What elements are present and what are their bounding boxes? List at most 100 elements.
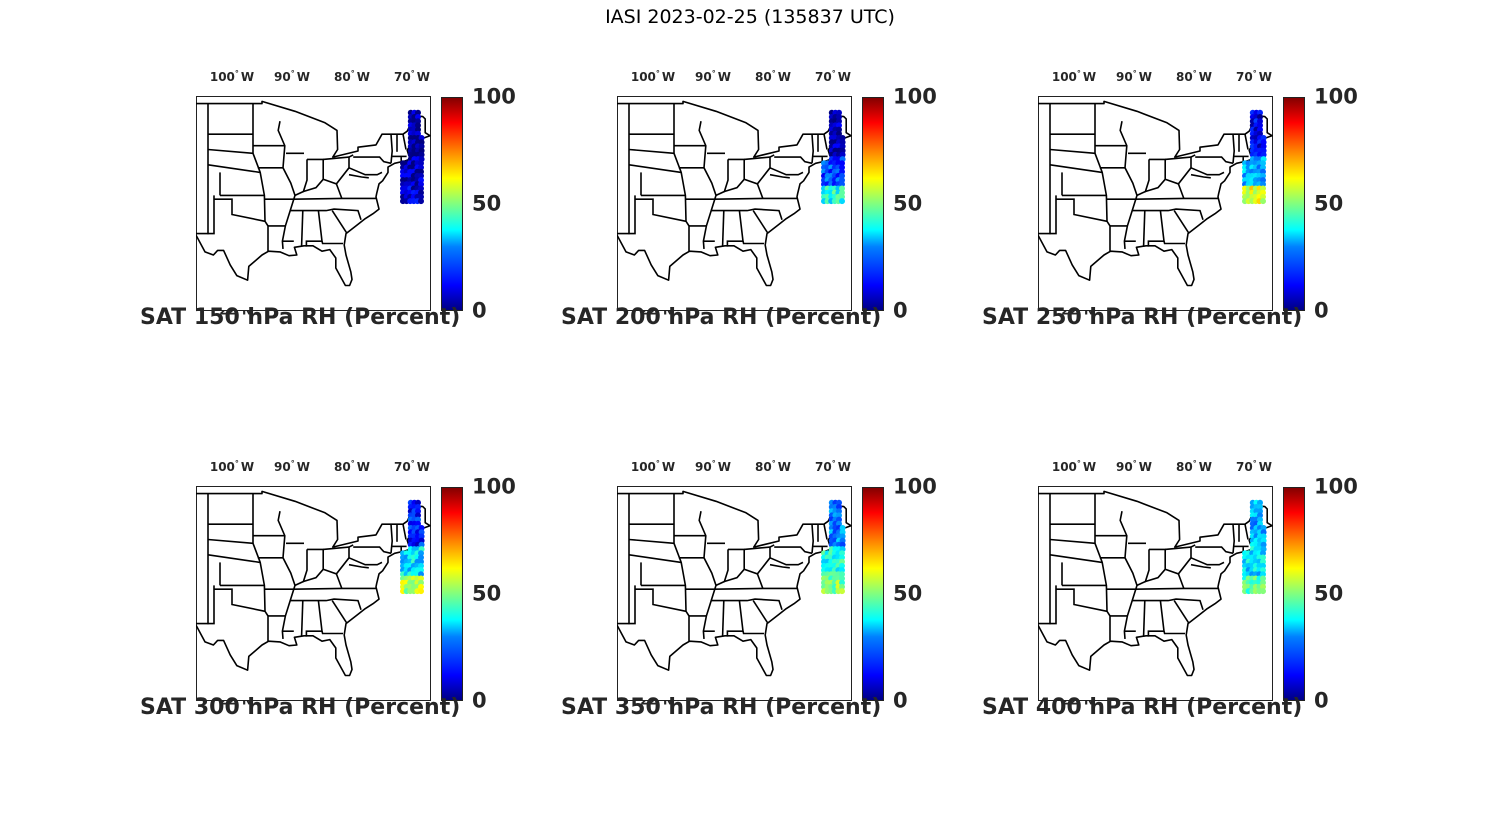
panel-title: SAT 300 hPa RH (Percent) — [140, 695, 461, 720]
state-border — [348, 167, 383, 176]
state-border — [303, 178, 324, 193]
swath-point — [418, 558, 424, 565]
state-border — [1163, 630, 1185, 635]
state-border — [1164, 547, 1192, 575]
state-border — [1195, 546, 1234, 555]
state-border — [322, 157, 350, 185]
swath-point — [839, 151, 846, 158]
panel-title: SAT 400 hPa RH (Percent) — [982, 695, 1303, 720]
state-border — [1132, 208, 1204, 221]
swath-point — [1257, 504, 1263, 510]
state-border — [294, 549, 308, 587]
swath-point — [1260, 558, 1266, 565]
lon-tick-label: 70° W — [394, 459, 430, 474]
swath-point — [1260, 177, 1266, 184]
state-border — [769, 154, 775, 158]
state-border — [635, 198, 687, 223]
state-border — [305, 210, 323, 247]
swath-point — [418, 562, 424, 569]
state-border — [335, 573, 343, 589]
colorbar-tick-label: 50 — [893, 581, 923, 606]
state-border — [1136, 159, 1150, 197]
swath-point — [418, 554, 424, 561]
swath-point — [1260, 567, 1266, 574]
state-border — [300, 600, 304, 636]
state-border — [769, 167, 804, 176]
map-panel: 100°W90°W80°W70°W48°N46°N44°N42°N40°N38°… — [561, 459, 1047, 760]
swath-point — [839, 554, 845, 561]
swath-point — [839, 550, 845, 557]
colorbar — [441, 97, 463, 311]
state-border — [714, 197, 798, 200]
state-border — [628, 554, 682, 564]
state-border — [1149, 158, 1166, 180]
swath-point — [418, 193, 424, 200]
state-border — [1145, 568, 1166, 583]
swath-point — [418, 588, 424, 595]
swath-point — [1260, 588, 1266, 595]
swath-point — [418, 181, 424, 188]
state-border — [323, 546, 350, 551]
swath-point — [1260, 562, 1266, 569]
swath-point — [415, 512, 421, 519]
state-border — [402, 134, 407, 150]
map-axes — [617, 486, 852, 701]
state-border — [1190, 557, 1225, 566]
swath-point — [839, 143, 846, 150]
swath-point — [839, 567, 845, 574]
swath-point — [1260, 529, 1267, 536]
swath-point — [418, 583, 424, 590]
colorbar-tick-label: 0 — [893, 688, 908, 713]
state-border — [1195, 156, 1234, 165]
swath-point — [418, 168, 424, 175]
state-border — [1244, 524, 1249, 540]
state-border — [305, 600, 323, 637]
colorbar-tick-label: 100 — [893, 474, 937, 499]
state-border — [348, 544, 354, 548]
state-border — [323, 156, 350, 161]
state-border — [1147, 210, 1165, 247]
colorbar — [1283, 487, 1305, 701]
state-border — [698, 121, 717, 249]
map-axes — [617, 96, 852, 311]
swath-point — [418, 185, 424, 192]
coastline — [1038, 490, 1273, 677]
state-border — [1119, 511, 1138, 639]
state-border — [1190, 173, 1211, 179]
state-border — [331, 600, 348, 624]
state-border — [1173, 210, 1190, 234]
swath-point — [836, 504, 842, 510]
state-border — [290, 598, 362, 611]
state-border — [628, 538, 675, 545]
state-border — [207, 164, 261, 174]
lon-tick-label: 70° W — [394, 69, 430, 84]
state-border — [1163, 240, 1185, 245]
state-border — [331, 210, 348, 234]
state-border — [1119, 121, 1138, 249]
swath-point — [415, 130, 421, 137]
swath-point — [1260, 185, 1266, 192]
swath-point — [836, 109, 842, 116]
lon-tick-label: 100° W — [209, 459, 255, 474]
colorbar — [862, 487, 884, 701]
state-border — [1165, 546, 1192, 551]
swath-point — [839, 575, 845, 582]
state-border — [1190, 544, 1196, 548]
swath-point — [836, 118, 842, 125]
state-border — [823, 524, 828, 540]
swath-point — [1260, 537, 1267, 544]
state-border — [769, 557, 804, 566]
swath-point — [1257, 118, 1263, 125]
swath-point — [418, 151, 425, 158]
state-border — [752, 210, 769, 234]
swath-point — [836, 114, 842, 120]
swath-point — [1257, 508, 1263, 515]
colorbar — [441, 487, 463, 701]
swath-point — [1260, 550, 1266, 557]
lon-tick-label: 100° W — [630, 459, 676, 474]
swath-point — [839, 193, 845, 200]
state-border — [348, 557, 383, 566]
map-panel: 100°W90°W80°W70°W48°N46°N44°N42°N40°N38°… — [982, 70, 1468, 370]
colorbar-tick-label: 100 — [472, 474, 516, 499]
swath-point — [836, 512, 842, 519]
